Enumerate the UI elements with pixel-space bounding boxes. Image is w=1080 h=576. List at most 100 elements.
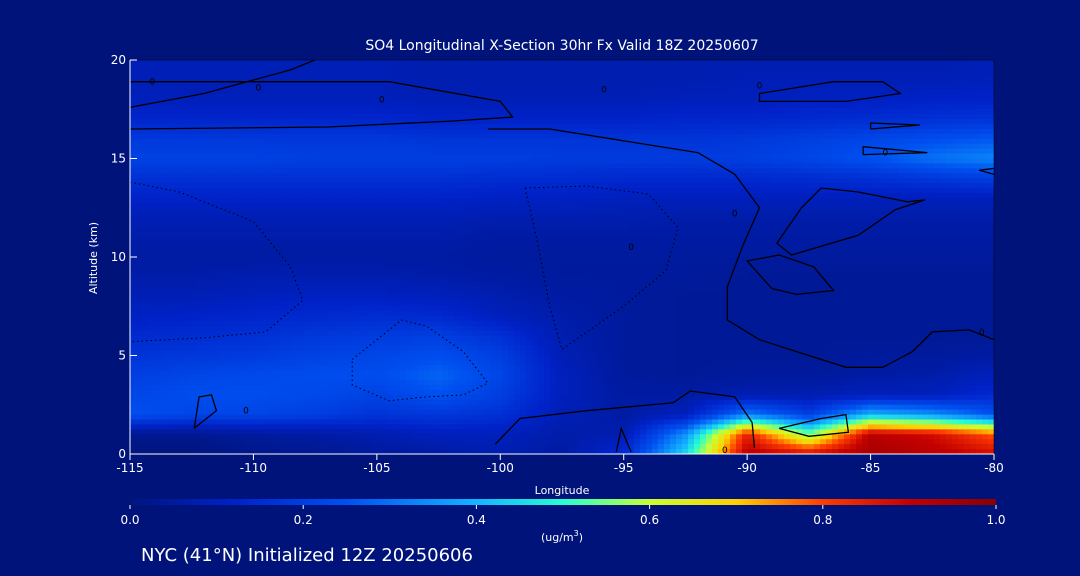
heatmap-cell (496, 84, 503, 91)
heatmap-cell (184, 128, 191, 135)
heatmap-cell (820, 202, 827, 209)
heatmap-cell (580, 69, 587, 76)
heatmap-cell (754, 133, 761, 140)
heatmap-cell (736, 217, 743, 224)
heatmap-cell (934, 207, 941, 214)
heatmap-cell (556, 89, 563, 96)
heatmap-cell (712, 84, 719, 91)
heatmap-cell (352, 104, 359, 110)
heatmap-cell (910, 133, 917, 140)
heatmap-cell (754, 188, 761, 194)
heatmap-cell (784, 158, 791, 165)
heatmap-cell (928, 99, 935, 105)
heatmap-cell (868, 114, 875, 120)
heatmap-cell (766, 168, 773, 174)
heatmap-cell (844, 207, 851, 214)
heatmap-cell (604, 222, 611, 229)
heatmap-cell (742, 84, 749, 91)
heatmap-cell (868, 109, 875, 115)
heatmap-cell (730, 109, 737, 115)
heatmap-cell (736, 207, 743, 214)
heatmap-cell (670, 173, 677, 179)
heatmap-cell (532, 188, 539, 194)
heatmap-cell (250, 64, 257, 71)
heatmap-cell (712, 212, 719, 219)
heatmap-cell (538, 74, 545, 81)
heatmap-cell (346, 227, 353, 233)
heatmap-cell (868, 188, 875, 194)
heatmap-cell (256, 227, 263, 233)
heatmap-cell (256, 168, 263, 174)
heatmap-cell (244, 99, 251, 105)
heatmap-cell (598, 222, 605, 229)
heatmap-cell (730, 168, 737, 174)
heatmap-cell (718, 173, 725, 179)
heatmap-cell (466, 119, 473, 125)
heatmap-cell (148, 143, 155, 150)
heatmap-cell (700, 109, 707, 115)
heatmap-cell (988, 99, 994, 105)
heatmap-cell (832, 104, 839, 110)
heatmap-cell (184, 168, 191, 174)
heatmap-cell (376, 60, 383, 66)
heatmap-cell (574, 168, 581, 174)
heatmap-cell (226, 104, 233, 110)
heatmap-cell (754, 89, 761, 96)
heatmap-cell (286, 84, 293, 91)
heatmap-cell (364, 192, 371, 199)
heatmap-cell (358, 99, 365, 105)
heatmap-cell (208, 60, 215, 66)
heatmap-cell (202, 207, 209, 214)
heatmap-cell (526, 114, 533, 120)
heatmap-cell (184, 178, 191, 184)
heatmap-cell (226, 114, 233, 120)
heatmap-cell (184, 158, 191, 165)
heatmap-cell (310, 64, 317, 71)
heatmap-cell (220, 183, 227, 189)
heatmap-cell (544, 163, 551, 169)
heatmap-cell (838, 217, 845, 224)
heatmap-cell (178, 104, 185, 110)
heatmap-cell (298, 212, 305, 219)
heatmap-cell (418, 168, 425, 174)
heatmap-cell (394, 109, 401, 115)
heatmap-cell (526, 89, 533, 96)
heatmap-cell (292, 148, 299, 155)
heatmap-cell (634, 84, 641, 91)
heatmap-cell (418, 94, 425, 100)
heatmap-cell (766, 192, 773, 199)
heatmap-cell (466, 153, 473, 160)
heatmap-cell (550, 79, 557, 86)
heatmap-cell (274, 74, 281, 81)
heatmap-cell (496, 207, 503, 214)
heatmap-cell (904, 64, 911, 71)
heatmap-cell (322, 178, 329, 184)
heatmap-cell (688, 212, 695, 219)
heatmap-cell (148, 158, 155, 165)
heatmap-cell (886, 124, 893, 130)
heatmap-cell (436, 207, 443, 214)
heatmap-cell (580, 109, 587, 115)
heatmap-cell (634, 109, 641, 115)
heatmap-cell (970, 148, 977, 155)
heatmap-cell (700, 138, 707, 145)
heatmap-cell (508, 104, 515, 110)
heatmap-cell (280, 158, 287, 165)
heatmap-cell (712, 173, 719, 179)
heatmap-cell (238, 227, 245, 233)
heatmap-cell (550, 173, 557, 179)
heatmap-cell (556, 119, 563, 125)
heatmap-cell (298, 227, 305, 233)
heatmap-cell (322, 69, 329, 76)
heatmap-cell (478, 128, 485, 135)
heatmap-cell (160, 173, 167, 179)
heatmap-cell (706, 153, 713, 160)
heatmap-cell (580, 158, 587, 165)
heatmap-cell (370, 84, 377, 91)
heatmap-cell (934, 74, 941, 81)
heatmap-cell (328, 217, 335, 224)
heatmap-cell (232, 79, 239, 86)
heatmap-cell (760, 173, 767, 179)
heatmap-cell (874, 119, 881, 125)
heatmap-cell (970, 188, 977, 194)
